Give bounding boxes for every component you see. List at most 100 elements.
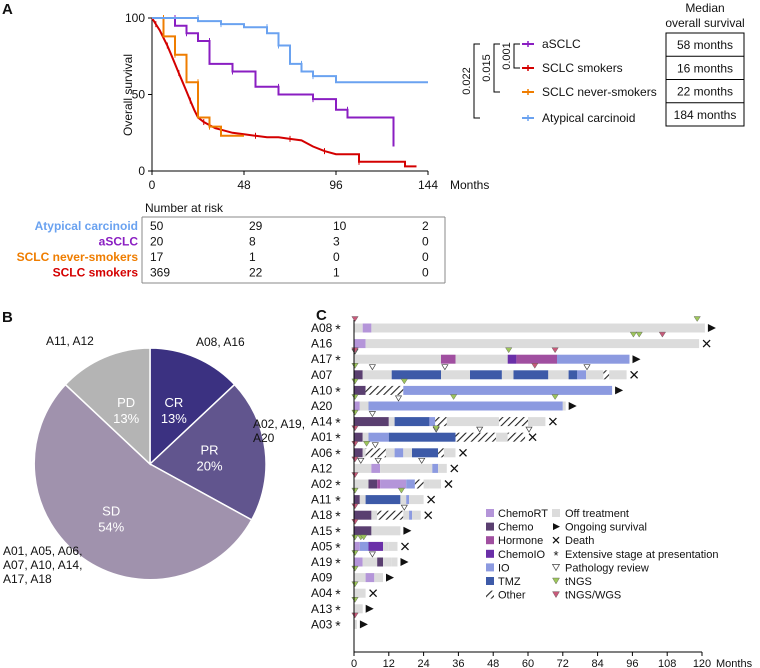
pathology-review-marker (583, 364, 591, 371)
swimmer-segment-other (603, 370, 610, 380)
tngs-marker (635, 331, 643, 338)
tngs-marker (450, 394, 458, 400)
legend-death-symbol (552, 536, 560, 544)
pie-slice-code: CR (164, 395, 183, 410)
swimmer-segment-tmz (412, 448, 439, 458)
swimmer-segment-tmz (568, 370, 578, 380)
death-marker (459, 448, 467, 457)
swimmer-segment-other (435, 417, 447, 427)
pathology-review-marker (374, 457, 382, 464)
swimmer-segment-io (406, 479, 415, 489)
swimmer-segment-tmz (365, 495, 401, 505)
legend-label: Atypical carcinoid (542, 111, 635, 125)
swimmer-row-label: A12 (311, 461, 333, 475)
tngs-wgs-marker (351, 456, 359, 463)
swimmer-segment-off (371, 323, 705, 333)
tngs-marker (351, 550, 359, 556)
swimmer-x-tick-label: 84 (591, 658, 603, 668)
pie-patient-label: A17, A18 (3, 572, 52, 586)
median-value: 58 months (677, 38, 733, 52)
legend-tngswgs-symbol (552, 591, 560, 598)
death-marker (424, 511, 433, 520)
pathology-review-marker (525, 426, 533, 433)
swimmer-x-tick-label: 108 (658, 658, 676, 668)
swimmer-x-axis-label: Months (716, 658, 753, 668)
swimmer-segment-off (501, 370, 514, 380)
death-marker (548, 417, 557, 426)
swimmer-segment-off (446, 417, 499, 427)
swimmer-segment-chemo (368, 479, 378, 489)
pathology-review-marker (357, 457, 365, 464)
extensive-stage-star: * (335, 383, 341, 399)
x-tick-label: 0 (149, 178, 156, 192)
pie-slice-code: SD (102, 503, 120, 518)
swimmer-row-label: A19 (311, 555, 333, 569)
swimmer-segment-off (362, 432, 369, 442)
x-tick-label: 144 (418, 178, 438, 192)
swimmer-x-tick-label: 12 (383, 658, 395, 668)
tngs-marker (351, 409, 359, 416)
ongoing-survival-arrow (365, 604, 374, 613)
swimmer-segment-off (354, 323, 363, 333)
swimmer-segment-other (507, 432, 526, 442)
legend-swatch-hormone (486, 536, 494, 545)
swimmer-segment-off (443, 448, 456, 458)
panel-a-label: A (2, 1, 13, 18)
legend-label: TMZ (498, 576, 521, 588)
y-tick-label: 100 (125, 11, 145, 25)
km-curve-atypical-carcinoid (152, 17, 428, 84)
swimmer-row-label: A03 (311, 617, 333, 631)
risk-value: 0 (333, 250, 340, 264)
pathology-review-marker (394, 395, 403, 402)
swimmer-segment-tmz (513, 370, 549, 380)
swimmer-segment-io (368, 432, 389, 442)
legend-label: Hormone (498, 535, 543, 547)
swimmer-segment-io (368, 401, 563, 411)
tngs-wgs-marker (531, 363, 539, 369)
pathology-review-marker (368, 551, 377, 558)
swimmer-segment-chemo (354, 495, 360, 505)
swimmer-segment-off (362, 557, 378, 567)
extensive-stage-star: * (335, 477, 341, 493)
legend-label: SCLC smokers (542, 61, 623, 75)
swimmer-segment-chemo (354, 370, 363, 380)
pvalue-bracket (473, 43, 480, 119)
risk-value: 22 (249, 266, 263, 280)
risk-value: 0 (422, 250, 429, 264)
ongoing-survival-arrow (403, 526, 412, 535)
pie-slice-code: PR (200, 442, 218, 457)
risk-row-label: aSCLC (99, 235, 139, 249)
swimmer-segment-io (406, 495, 410, 505)
extensive-stage-star: * (335, 602, 341, 618)
swimmer-segment-off (383, 541, 389, 551)
legend-swatch-io (486, 563, 494, 572)
legend-label: Death (565, 535, 594, 547)
swimmer-row-label: A07 (311, 368, 333, 382)
risk-value: 8 (249, 235, 256, 249)
tngs-wgs-marker (351, 612, 359, 619)
tngs-wgs-marker (351, 316, 359, 322)
swimmer-segment-off (528, 417, 546, 427)
tngs-wgs-marker (351, 472, 359, 478)
swimmer-x-tick-label: 24 (417, 658, 429, 668)
tngs-marker (629, 331, 637, 338)
extensive-stage-star: * (335, 586, 341, 602)
extensive-stage-star: * (335, 617, 341, 633)
pie-patient-label: A11, A12 (46, 334, 94, 348)
swimmer-segment-other (499, 417, 528, 427)
risk-row-label: SCLC smokers (53, 266, 139, 280)
pvalue-bracket (493, 43, 500, 93)
swimmer-segment-off (371, 510, 378, 520)
swimmer-row-label: A02 (311, 477, 333, 491)
risk-value: 1 (333, 266, 340, 280)
ongoing-survival-arrow (386, 573, 394, 582)
pvalue-bracket (513, 43, 520, 69)
pathology-review-marker (368, 364, 377, 371)
legend-label: Other (498, 590, 526, 602)
pie-slice-percent: 13% (113, 411, 139, 426)
swimmer-segment-chemo (377, 557, 383, 567)
swimmer-segment-chemort (365, 573, 375, 583)
tngs-marker (432, 425, 440, 432)
